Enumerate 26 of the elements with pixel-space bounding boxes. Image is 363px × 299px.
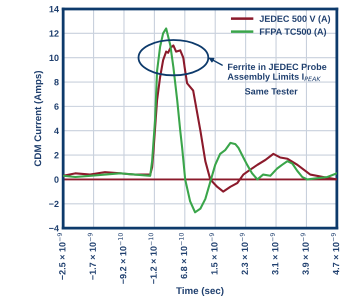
x-tick-label: 4.7 × 10$^{−9}$ xyxy=(330,233,340,275)
y-tick-label: 2 xyxy=(54,152,59,158)
x-tick-label: 6.8 × 10$^{−10}$ xyxy=(178,233,188,279)
x-tick-label: −2.5 × 10$^{−9}$ xyxy=(57,233,66,280)
y-tick-label: 0 xyxy=(54,176,59,183)
x-axis-title: Time (sec) xyxy=(176,286,224,296)
x-tick-label: −9.2 × 10$^{−10}$ xyxy=(118,233,126,284)
x-tick-label: 2.3 × 10$^{−9}$ xyxy=(240,233,248,275)
y-tick-label: −4 xyxy=(49,225,59,232)
x-tick-label: 1.5 × 10$^{−9}$ xyxy=(209,233,218,274)
y-tick-label: 4 xyxy=(54,128,59,134)
y-axis-title: CDM Current (Amps) xyxy=(34,70,44,166)
annotation: Same Tester xyxy=(244,88,298,95)
x-tick-label: 3.9 × 10$^{−9}$ xyxy=(300,233,309,275)
x-tick-label: 3.1 × 10$^{−9}$ xyxy=(270,233,278,275)
x-tick-label: −1.7 × 10$^{−9}$ xyxy=(88,233,96,280)
y-tick-label: 14 xyxy=(50,6,59,12)
legend-label: JEDEC 500 V (A) xyxy=(259,15,330,24)
legend-label: FFPA TC500 (A) xyxy=(260,28,326,37)
y-tick-label: −2 xyxy=(49,200,59,208)
y-tick-label: 8 xyxy=(54,78,59,86)
y-tick-label: 12 xyxy=(50,30,59,37)
annotation: Ferrite in JEDEC Probe Assembly Limits I$_{PEAK}$ xyxy=(228,63,326,82)
x-tick-label: −1.2 × 10$^{−10}$ xyxy=(148,233,157,284)
y-tick-label: 10 xyxy=(50,54,59,62)
y-tick-label: 6 xyxy=(54,103,59,110)
